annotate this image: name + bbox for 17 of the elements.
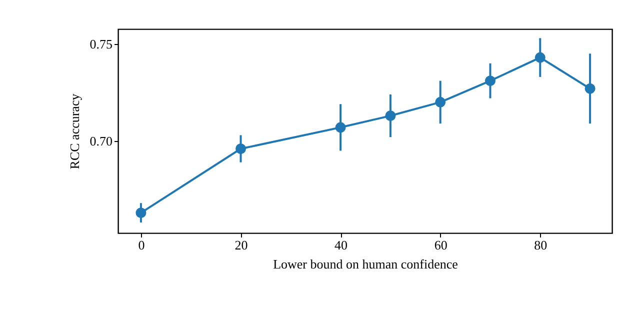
point bbox=[236, 144, 246, 154]
x-tick-label: 20 bbox=[234, 238, 248, 252]
point bbox=[485, 76, 496, 86]
point bbox=[534, 52, 546, 63]
x-tick-label: 60 bbox=[434, 238, 448, 252]
x-tick-label: 40 bbox=[334, 238, 348, 252]
y-tick-label: 0.75 bbox=[90, 36, 112, 52]
x-tick-label: 80 bbox=[534, 238, 548, 252]
point bbox=[385, 110, 396, 121]
y-tick-label: 0.70 bbox=[90, 133, 112, 148]
point bbox=[584, 83, 596, 94]
x-tick-label: 0 bbox=[138, 238, 145, 252]
point bbox=[335, 122, 346, 133]
point bbox=[435, 96, 446, 108]
point bbox=[136, 208, 146, 218]
x-axis-title: Lower bound on human confidence bbox=[273, 256, 458, 272]
y-axis-title: RCC accuracy bbox=[66, 93, 82, 170]
